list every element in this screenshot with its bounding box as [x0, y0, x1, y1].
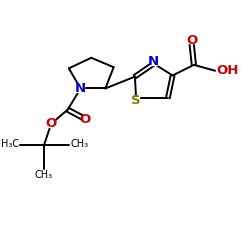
Text: H₃C: H₃C	[1, 139, 19, 149]
Text: O: O	[80, 112, 91, 126]
Bar	[150, 58, 157, 65]
Text: N: N	[75, 82, 86, 95]
Bar	[77, 85, 84, 92]
Bar	[188, 37, 195, 43]
Bar	[82, 116, 89, 122]
Text: O: O	[186, 34, 197, 46]
Text: O: O	[46, 117, 57, 130]
Text: S: S	[131, 94, 140, 107]
Text: OH: OH	[216, 64, 239, 77]
Bar	[132, 98, 139, 104]
Bar	[48, 120, 54, 127]
Text: CH₃: CH₃	[35, 170, 53, 180]
Text: N: N	[148, 55, 159, 68]
Text: CH₃: CH₃	[70, 139, 88, 149]
